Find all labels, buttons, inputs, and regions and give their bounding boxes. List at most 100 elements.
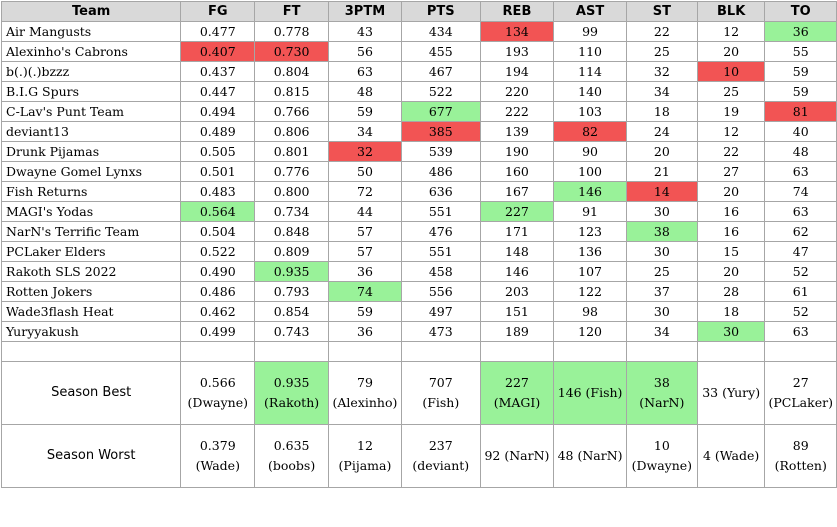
header-pts: PTS bbox=[400, 1, 481, 22]
stat-cell-pts: 476 bbox=[400, 221, 481, 242]
summary-line: 0.935 bbox=[273, 375, 310, 390]
stat-cell-3ptm: 50 bbox=[327, 161, 402, 182]
summary-line: (Pijama) bbox=[338, 458, 392, 473]
stat-cell-reb: 146 bbox=[479, 261, 555, 282]
stat-cell-ast: 91 bbox=[553, 201, 627, 222]
summary-cell-3ptm: 79 (Alexinho) bbox=[327, 361, 402, 425]
stat-cell-to: 81 bbox=[764, 101, 837, 122]
summary-cell-3ptm: 12 (Pijama) bbox=[327, 424, 402, 488]
stat-cell-3ptm: 34 bbox=[327, 121, 402, 142]
summary-label: Season Best bbox=[0, 361, 182, 425]
team-name-cell: b(.)(.)bzzz bbox=[0, 61, 182, 82]
stat-cell-st: 21 bbox=[625, 161, 698, 182]
stat-cell-ast: 98 bbox=[553, 301, 627, 322]
stat-cell-fg: 0.462 bbox=[180, 301, 256, 322]
header-st: ST bbox=[625, 1, 698, 22]
stat-cell-st: 30 bbox=[625, 301, 698, 322]
header-ast: AST bbox=[553, 1, 627, 22]
stat-cell-reb: 190 bbox=[479, 141, 555, 162]
summary-line: (Fish) bbox=[422, 395, 460, 410]
header-ft: FT bbox=[254, 1, 329, 22]
stat-cell-3ptm: 72 bbox=[327, 181, 402, 202]
summary-rows: Season Best 0.566 (Dwayne) 0.935 (Rakoth) 79 (… bbox=[0, 361, 837, 488]
team-name-cell: C-Lav's Punt Team bbox=[0, 101, 182, 122]
stat-cell-blk: 30 bbox=[696, 321, 766, 342]
summary-line: 89 bbox=[792, 438, 809, 453]
stat-cell-3ptm: 74 bbox=[327, 281, 402, 302]
header-blk: BLK bbox=[696, 1, 766, 22]
stat-cell-reb: 189 bbox=[479, 321, 555, 342]
stat-cell-blk: 16 bbox=[696, 201, 766, 222]
stat-cell-ast: 140 bbox=[553, 81, 627, 102]
stat-cell-blk: 20 bbox=[696, 41, 766, 62]
stat-cell-ast: 103 bbox=[553, 101, 627, 122]
summary-line: 4 (Wade) bbox=[702, 448, 760, 463]
stat-cell-pts: 467 bbox=[400, 61, 481, 82]
stat-cell-blk: 28 bbox=[696, 281, 766, 302]
spacer-row bbox=[0, 341, 837, 362]
summary-cell-pts: 237 (deviant) bbox=[400, 424, 481, 488]
spacer-cell bbox=[625, 341, 698, 362]
stat-cell-ft: 0.854 bbox=[254, 301, 329, 322]
summary-line: 0.635 bbox=[273, 438, 310, 453]
stat-cell-fg: 0.486 bbox=[180, 281, 256, 302]
stat-cell-to: 47 bbox=[764, 241, 837, 262]
stat-cell-to: 62 bbox=[764, 221, 837, 242]
team-name-cell: Rotten Jokers bbox=[0, 281, 182, 302]
stat-cell-ft: 0.766 bbox=[254, 101, 329, 122]
stat-cell-3ptm: 32 bbox=[327, 141, 402, 162]
stat-cell-reb: 203 bbox=[479, 281, 555, 302]
stat-cell-ft: 0.730 bbox=[254, 41, 329, 62]
stat-cell-blk: 12 bbox=[696, 21, 766, 42]
stat-cell-ast: 146 bbox=[553, 181, 627, 202]
summary-line: 146 (Fish) bbox=[557, 385, 623, 400]
stat-cell-ast: 123 bbox=[553, 221, 627, 242]
stat-cell-to: 48 bbox=[764, 141, 837, 162]
stat-cell-pts: 458 bbox=[400, 261, 481, 282]
stat-cell-ft: 0.778 bbox=[254, 21, 329, 42]
summary-cell-to: 89 (Rotten) bbox=[764, 424, 837, 488]
stat-cell-st: 34 bbox=[625, 321, 698, 342]
stat-cell-fg: 0.489 bbox=[180, 121, 256, 142]
stat-cell-st: 32 bbox=[625, 61, 698, 82]
stat-cell-ft: 0.743 bbox=[254, 321, 329, 342]
spacer-cell bbox=[180, 341, 256, 362]
team-name-cell: Rakoth SLS 2022 bbox=[0, 261, 182, 282]
stat-cell-fg: 0.407 bbox=[180, 41, 256, 62]
stat-cell-blk: 12 bbox=[696, 121, 766, 142]
stat-cell-to: 63 bbox=[764, 321, 837, 342]
stat-cell-to: 59 bbox=[764, 61, 837, 82]
spacer-cell bbox=[764, 341, 837, 362]
stat-cell-reb: 227 bbox=[479, 201, 555, 222]
stat-cell-pts: 473 bbox=[400, 321, 481, 342]
summary-line: 92 (NarN) bbox=[484, 448, 550, 463]
stat-cell-ft: 0.809 bbox=[254, 241, 329, 262]
stat-cell-fg: 0.447 bbox=[180, 81, 256, 102]
stat-cell-3ptm: 36 bbox=[327, 321, 402, 342]
stat-cell-fg: 0.505 bbox=[180, 141, 256, 162]
stat-cell-blk: 25 bbox=[696, 81, 766, 102]
table-row: PCLaker Elders 0.522 0.809 57 551 148 136 30 15 4… bbox=[0, 241, 837, 262]
stat-cell-st: 14 bbox=[625, 181, 698, 202]
summary-line: (deviant) bbox=[412, 458, 470, 473]
stat-cell-ast: 122 bbox=[553, 281, 627, 302]
stat-cell-reb: 171 bbox=[479, 221, 555, 242]
summary-cell-pts: 707 (Fish) bbox=[400, 361, 481, 425]
summary-cell-to: 27 (PCLaker) bbox=[764, 361, 837, 425]
stat-cell-ast: 120 bbox=[553, 321, 627, 342]
stat-cell-pts: 556 bbox=[400, 281, 481, 302]
summary-cell-blk: 4 (Wade) bbox=[696, 424, 766, 488]
stat-cell-blk: 19 bbox=[696, 101, 766, 122]
stat-cell-3ptm: 59 bbox=[327, 101, 402, 122]
table-row: Yuryyakush 0.499 0.743 36 473 189 120 34 30 63 bbox=[0, 321, 837, 342]
stat-cell-ast: 100 bbox=[553, 161, 627, 182]
team-name-cell: MAGI's Yodas bbox=[0, 201, 182, 222]
team-name-cell: Wade3flash Heat bbox=[0, 301, 182, 322]
stat-cell-ft: 0.800 bbox=[254, 181, 329, 202]
stat-cell-3ptm: 57 bbox=[327, 241, 402, 262]
table-row: b(.)(.)bzzz 0.437 0.804 63 467 194 114 32 10 59 bbox=[0, 61, 837, 82]
spacer-cell bbox=[0, 341, 182, 362]
stat-cell-3ptm: 48 bbox=[327, 81, 402, 102]
stat-cell-ast: 114 bbox=[553, 61, 627, 82]
stat-cell-ft: 0.776 bbox=[254, 161, 329, 182]
